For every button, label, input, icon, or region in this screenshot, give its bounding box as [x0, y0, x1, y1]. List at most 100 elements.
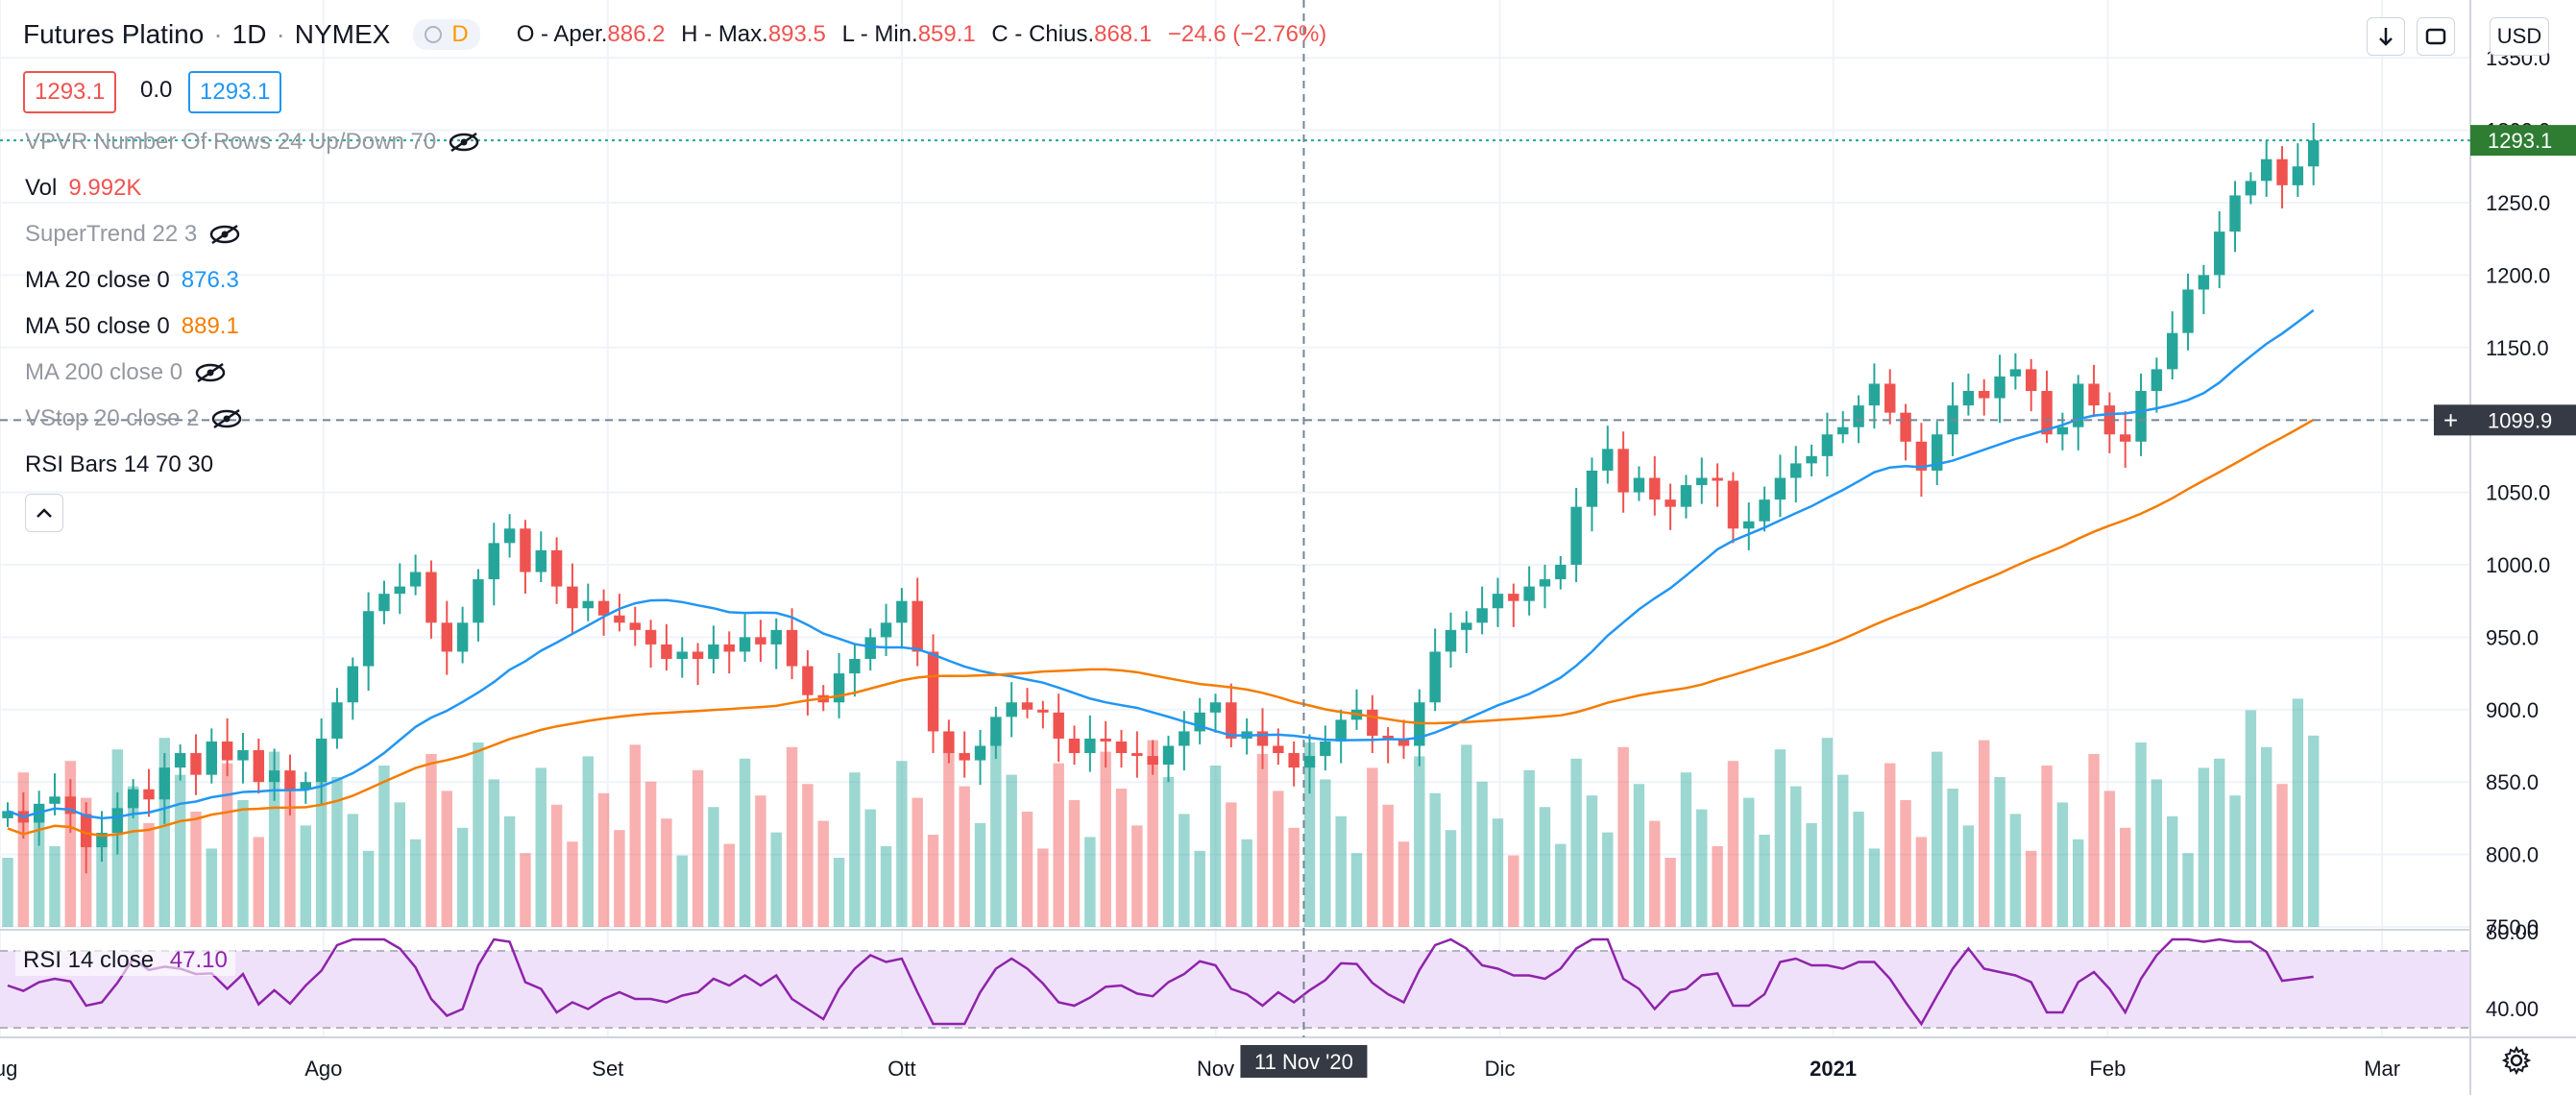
currency-button[interactable]: USD [2490, 17, 2549, 56]
candle-body [1680, 485, 1692, 507]
market-status-badge[interactable]: D [413, 19, 480, 50]
volume-bar [582, 756, 594, 927]
open-value: 886.2 [607, 21, 666, 47]
candle-body [1256, 731, 1269, 746]
last-price-tag [2470, 125, 2576, 157]
indicator-ma20[interactable]: MA 20 close 0 876.3 [25, 267, 239, 294]
volume-bar [1461, 744, 1472, 927]
indicator-ma20-label: MA 20 close 0 [25, 267, 170, 293]
volume-bar [535, 767, 547, 927]
volume-bar [1759, 835, 1770, 927]
hidden-eye-icon[interactable] [194, 362, 227, 383]
volume-bar [49, 846, 61, 927]
candle-body [802, 666, 814, 695]
indicator-ma50[interactable]: MA 50 close 0 889.1 [25, 313, 239, 340]
indicator-ma20-value: 876.3 [181, 267, 239, 293]
ask-price-box[interactable]: 1293.1 [188, 71, 282, 113]
maximize-button[interactable] [2417, 17, 2455, 56]
volume-bar [2198, 767, 2210, 927]
volume-bar [1382, 804, 1394, 927]
candle-body [174, 753, 186, 768]
volume-bar [190, 812, 202, 927]
candle-body [770, 629, 782, 645]
scroll-down-button[interactable] [2367, 17, 2405, 56]
volume-bar [2041, 766, 2053, 927]
price-tick-label: 850.0 [2486, 770, 2539, 794]
volume-bar [425, 754, 437, 927]
candle-body [1932, 434, 1943, 471]
volume-bar [896, 761, 908, 927]
hidden-eye-icon[interactable] [210, 408, 243, 429]
candle-body [629, 622, 641, 630]
candle-body [644, 629, 657, 645]
candle-body [1084, 738, 1096, 754]
volume-bar [473, 742, 484, 927]
crosshair-price-label: 1099.9 [2488, 408, 2552, 432]
candle-body [96, 832, 108, 848]
volume-bar [1712, 846, 1723, 927]
volume-bar [1021, 812, 1033, 927]
candle-body [1665, 499, 1676, 507]
candle-body [2213, 231, 2225, 276]
time-tick-label: Ago [304, 1057, 342, 1081]
volume-bar [1414, 756, 1425, 927]
candle-body [880, 622, 892, 638]
volume-bar [1273, 791, 1284, 927]
time-tick-label: Mar [2364, 1057, 2400, 1081]
low-value: 859.1 [917, 21, 976, 47]
candle-body [1179, 731, 1190, 746]
volume-bar [1665, 858, 1676, 927]
hidden-eye-icon[interactable] [208, 224, 241, 245]
hidden-eye-icon[interactable] [448, 132, 480, 153]
volume-bar [911, 797, 923, 927]
candle-body [2009, 369, 2022, 377]
candle-body [1523, 586, 1535, 601]
candle-body [1727, 480, 1739, 529]
symbol-title[interactable]: Futures Platino [23, 19, 205, 49]
candle-body [503, 528, 516, 544]
volume-bar [206, 848, 218, 927]
volume-bar [1100, 751, 1111, 927]
rsi-label: RSI 14 close [23, 947, 155, 973]
volume-bar [2103, 791, 2116, 927]
low-label: L - Min. [841, 21, 918, 47]
volume-bar [1539, 807, 1551, 927]
candle-body [1273, 745, 1284, 754]
volume-bar [2276, 784, 2288, 927]
indicator-vol-label: Vol [25, 175, 58, 201]
indicator-vol[interactable]: Vol 9.992K [25, 175, 141, 202]
volume-bar [770, 832, 782, 927]
volume-bar [1821, 738, 1834, 927]
candle-body [237, 750, 249, 761]
indicator-rsibars[interactable]: RSI Bars 14 70 30 [25, 451, 213, 478]
volume-bar [1006, 774, 1017, 927]
indicator-supertrend[interactable]: SuperTrend 22 3 [25, 221, 241, 248]
volume-bar [2307, 735, 2320, 927]
interval-label[interactable]: 1D [231, 19, 267, 49]
rsi-legend[interactable]: RSI 14 close 47.10 [15, 945, 235, 976]
volume-bar [1884, 763, 1896, 927]
volume-bar [315, 740, 328, 927]
title-separator: · [213, 19, 223, 49]
volume-bar [1602, 832, 1614, 927]
volume-bar [64, 761, 77, 927]
indicator-vstop[interactable]: VStop 20 close 2 [25, 405, 243, 432]
close-label: C - Chius. [991, 21, 1095, 47]
candle-body [1649, 477, 1661, 500]
candle-body [990, 717, 1002, 746]
collapse-legend-button[interactable] [25, 494, 63, 532]
volume-bar [1774, 749, 1786, 927]
indicator-ma200[interactable]: MA 200 close 0 [25, 359, 227, 386]
candle-body [1021, 702, 1033, 710]
candle-body [1915, 441, 1928, 471]
chart-settings-button[interactable] [2497, 1041, 2536, 1080]
volume-bar [2, 858, 13, 927]
bid-price-box[interactable]: 1293.1 [23, 71, 117, 113]
indicator-supertrend-label: SuperTrend 22 3 [25, 221, 198, 247]
candle-body [331, 702, 343, 739]
candle-body [739, 637, 751, 652]
candle-body [520, 528, 531, 572]
indicator-vpvr[interactable]: VPVR Number Of Rows 24 Up/Down 70 [25, 129, 480, 156]
volume-bar [849, 772, 861, 927]
